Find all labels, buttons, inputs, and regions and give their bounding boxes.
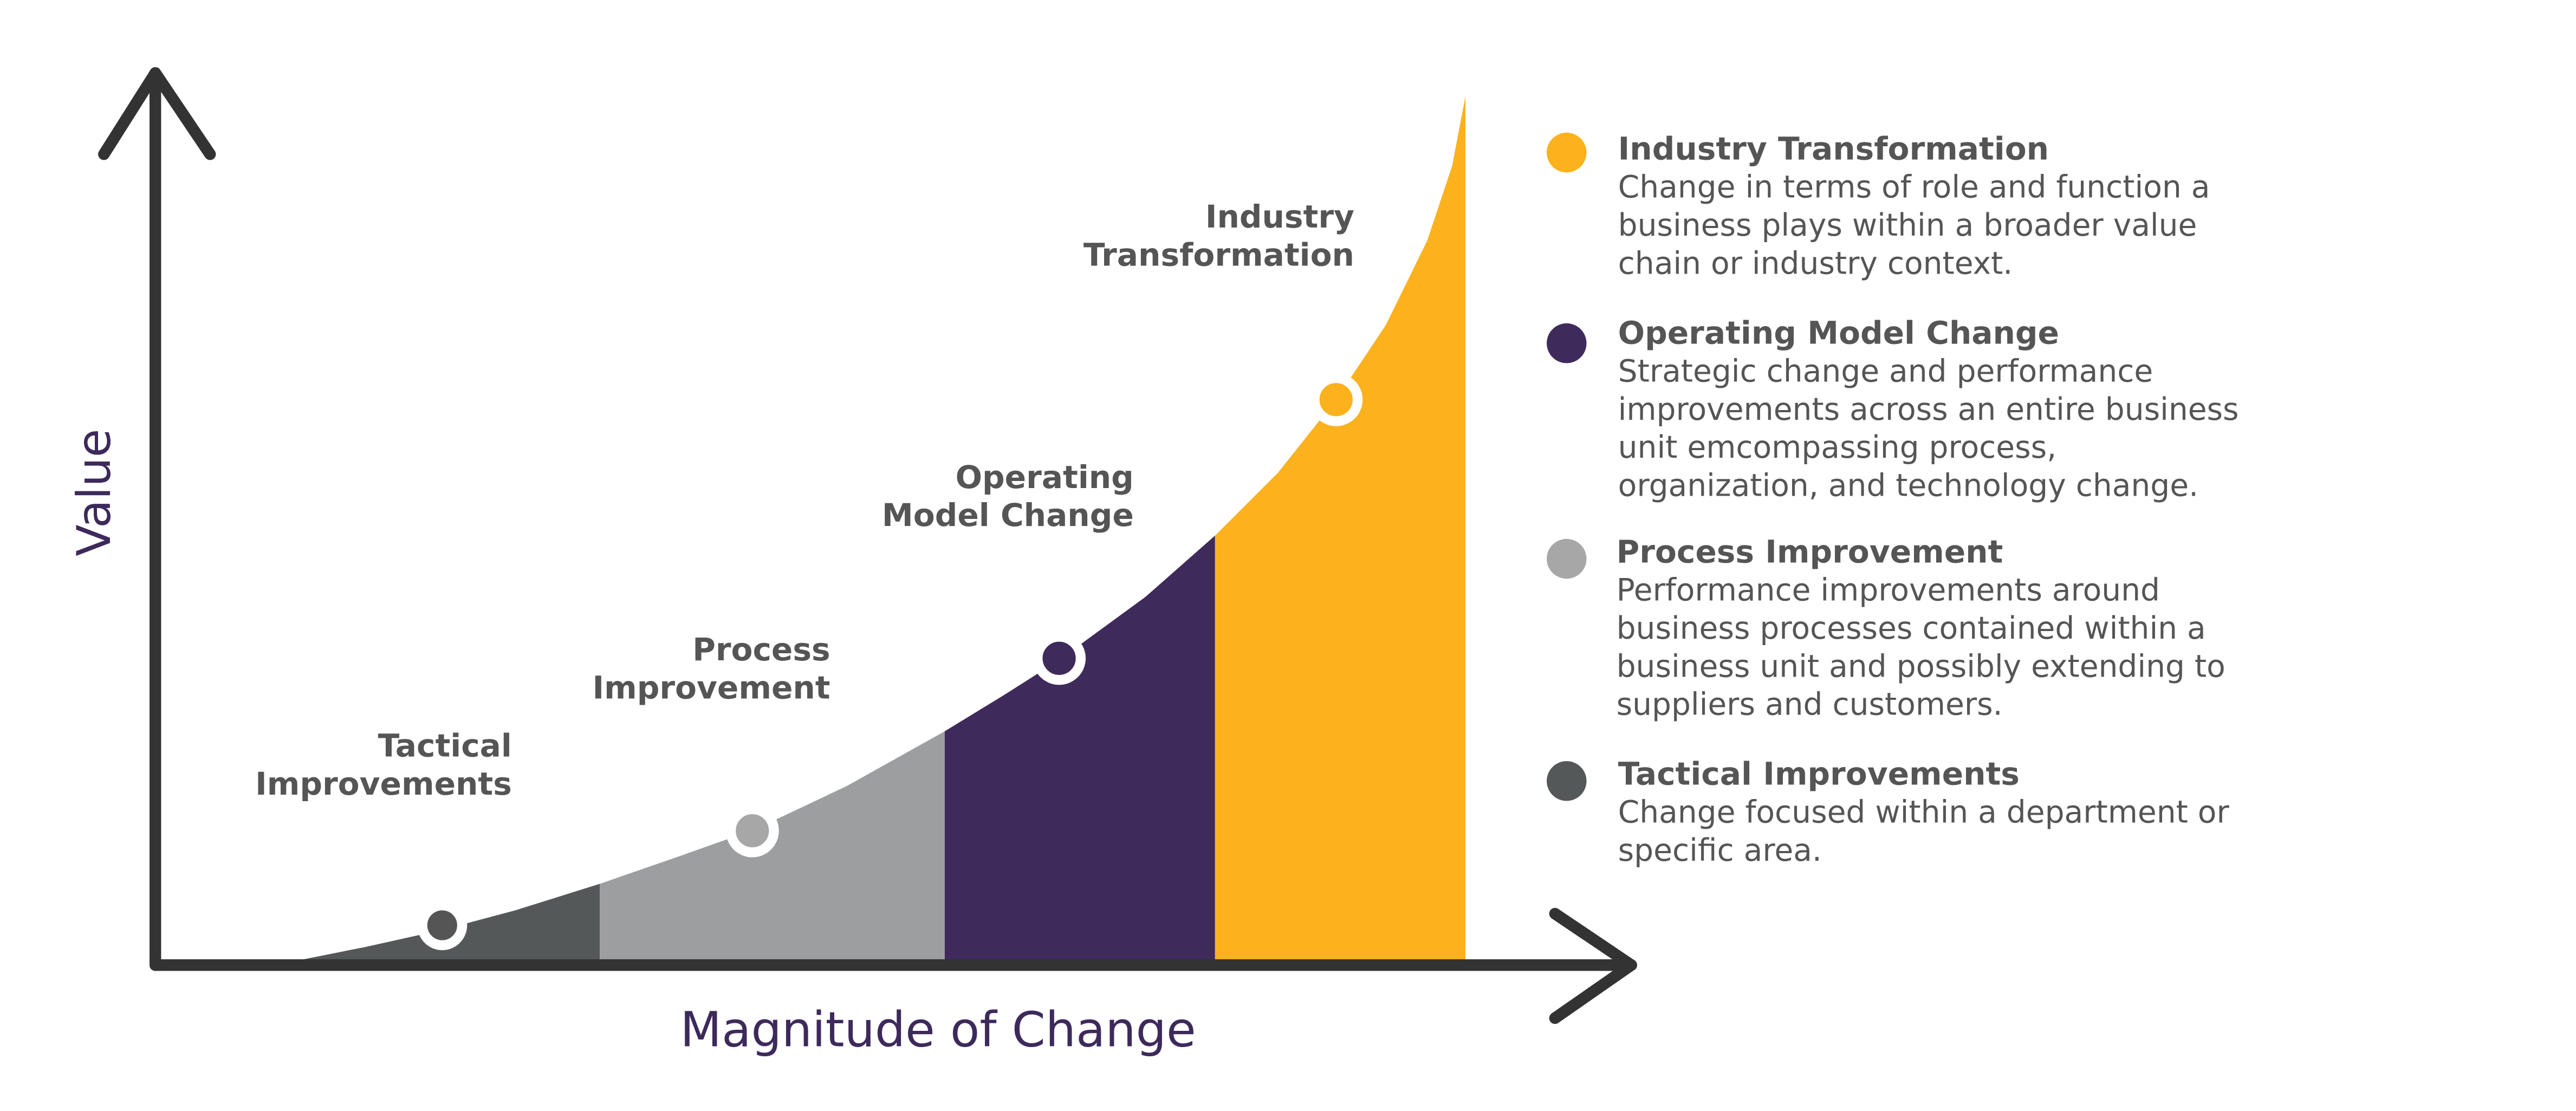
legend-description: Change focused within a department or xyxy=(1618,795,2230,830)
x-axis-label: Magnitude of Change xyxy=(680,1002,1196,1058)
legend-dot xyxy=(1547,761,1587,801)
stage-label: Model Change xyxy=(882,497,1134,534)
legend-title: Industry Transformation xyxy=(1618,131,2049,167)
legend-description: business plays within a broader value xyxy=(1618,207,2197,243)
legend-title: Operating Model Change xyxy=(1618,314,2059,351)
stage-label: Improvement xyxy=(593,670,830,706)
stage-region xyxy=(1215,96,1466,962)
legend-dot xyxy=(1547,323,1587,363)
stage-region xyxy=(291,883,600,962)
legend-title: Process Improvement xyxy=(1617,534,2003,570)
stage-label: Operating xyxy=(956,459,1134,496)
stage-label: Transformation xyxy=(1083,237,1354,274)
stage-dot xyxy=(417,900,468,951)
stage-dot xyxy=(1309,373,1363,426)
legend-description: suppliers and customers. xyxy=(1617,687,2003,723)
legend-description: Change in terms of role and function a xyxy=(1618,170,2210,205)
legend-description: business processes contained within a xyxy=(1617,610,2206,646)
stage-label: Industry xyxy=(1205,198,1354,235)
curve-regions xyxy=(291,96,1466,962)
legend-description: organization, and technology change. xyxy=(1618,468,2198,504)
legend-description: improvements across an entire business xyxy=(1618,392,2239,427)
y-axis-label: Value xyxy=(67,428,121,556)
legend-description: business unit and possibly extending to xyxy=(1617,648,2225,684)
legend-description: specific area. xyxy=(1618,833,1822,868)
stage-dot xyxy=(725,804,779,857)
legend-dot xyxy=(1547,132,1587,173)
legend-description: chain or industry context. xyxy=(1618,245,2013,281)
stage-label: Process xyxy=(692,631,830,668)
stage-label: Improvements xyxy=(255,765,512,802)
legend-dot xyxy=(1547,538,1587,579)
stage-region xyxy=(944,535,1215,962)
stage-dot xyxy=(1033,632,1086,685)
legend-description: Strategic change and performance xyxy=(1618,353,2153,389)
legend-title: Tactical Improvements xyxy=(1618,756,2020,792)
axes xyxy=(98,67,1637,1024)
x-arrow xyxy=(1549,908,1637,1024)
legend-description: Performance improvements around xyxy=(1617,572,2160,608)
legend-description: unit emcompassing process, xyxy=(1618,430,2056,465)
stage-label: Tactical xyxy=(378,727,512,764)
y-arrow xyxy=(98,67,216,160)
